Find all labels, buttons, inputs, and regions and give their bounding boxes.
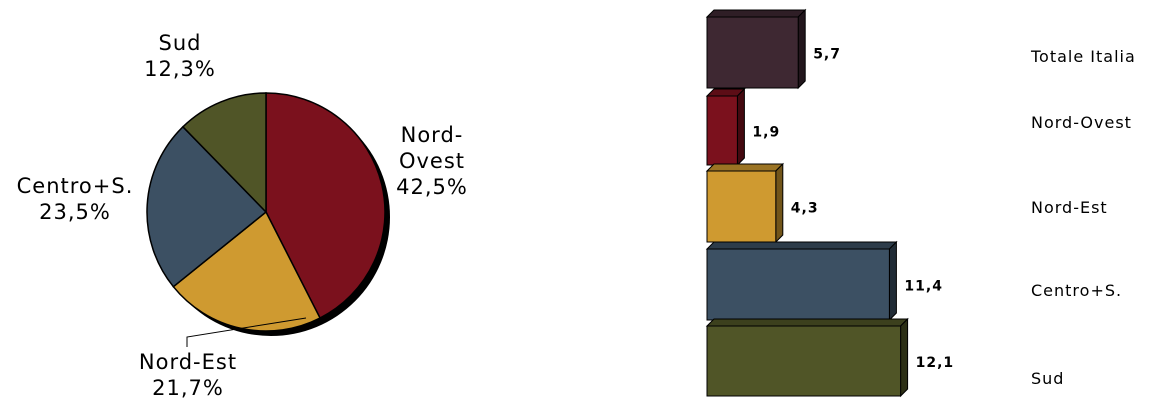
bar-category-nord-est: Nord-Est <box>1031 198 1108 217</box>
bar-sud <box>705 317 909 398</box>
pie-slice-centro-s- <box>146 125 268 288</box>
pie-label-sud: Sud 12,3% <box>144 31 216 81</box>
bar-value-totale-italia: 5,7 <box>813 47 841 63</box>
bar-value-centro-s-: 11,4 <box>904 279 943 295</box>
bar-nord-ovest <box>705 87 746 167</box>
bar-category-centro-s-: Centro+S. <box>1031 281 1122 300</box>
bar-value-nord-est: 4,3 <box>791 201 819 217</box>
pie-slice-nord-ovest <box>265 92 386 320</box>
pie-leader-line <box>186 317 307 347</box>
bar-value-nord-ovest: 1,9 <box>752 125 780 141</box>
bar-totale-italia <box>705 8 807 90</box>
bar-category-nord-ovest: Nord-Ovest <box>1031 113 1132 132</box>
pie-label-nord-est: Nord-Est 21,7% <box>139 350 237 400</box>
pie-chart: Nord-Ovest 42,5% Nord-Est 21,7% Centro+S. 23,… <box>17 31 468 400</box>
pie-label-centro-s-: Centro+S. 23,5% <box>17 174 134 224</box>
bar-nord-est <box>705 162 785 244</box>
bar-value-sud: 12,1 <box>916 355 955 371</box>
bar-centro-s- <box>705 240 898 322</box>
pie-label-nord-ovest: Nord-Ovest 42,5% <box>396 123 468 199</box>
bar-category-sud: Sud <box>1031 369 1064 388</box>
pie-slice-sud <box>181 92 267 214</box>
bar-category-totale-italia: Totale Italia <box>1030 47 1136 66</box>
